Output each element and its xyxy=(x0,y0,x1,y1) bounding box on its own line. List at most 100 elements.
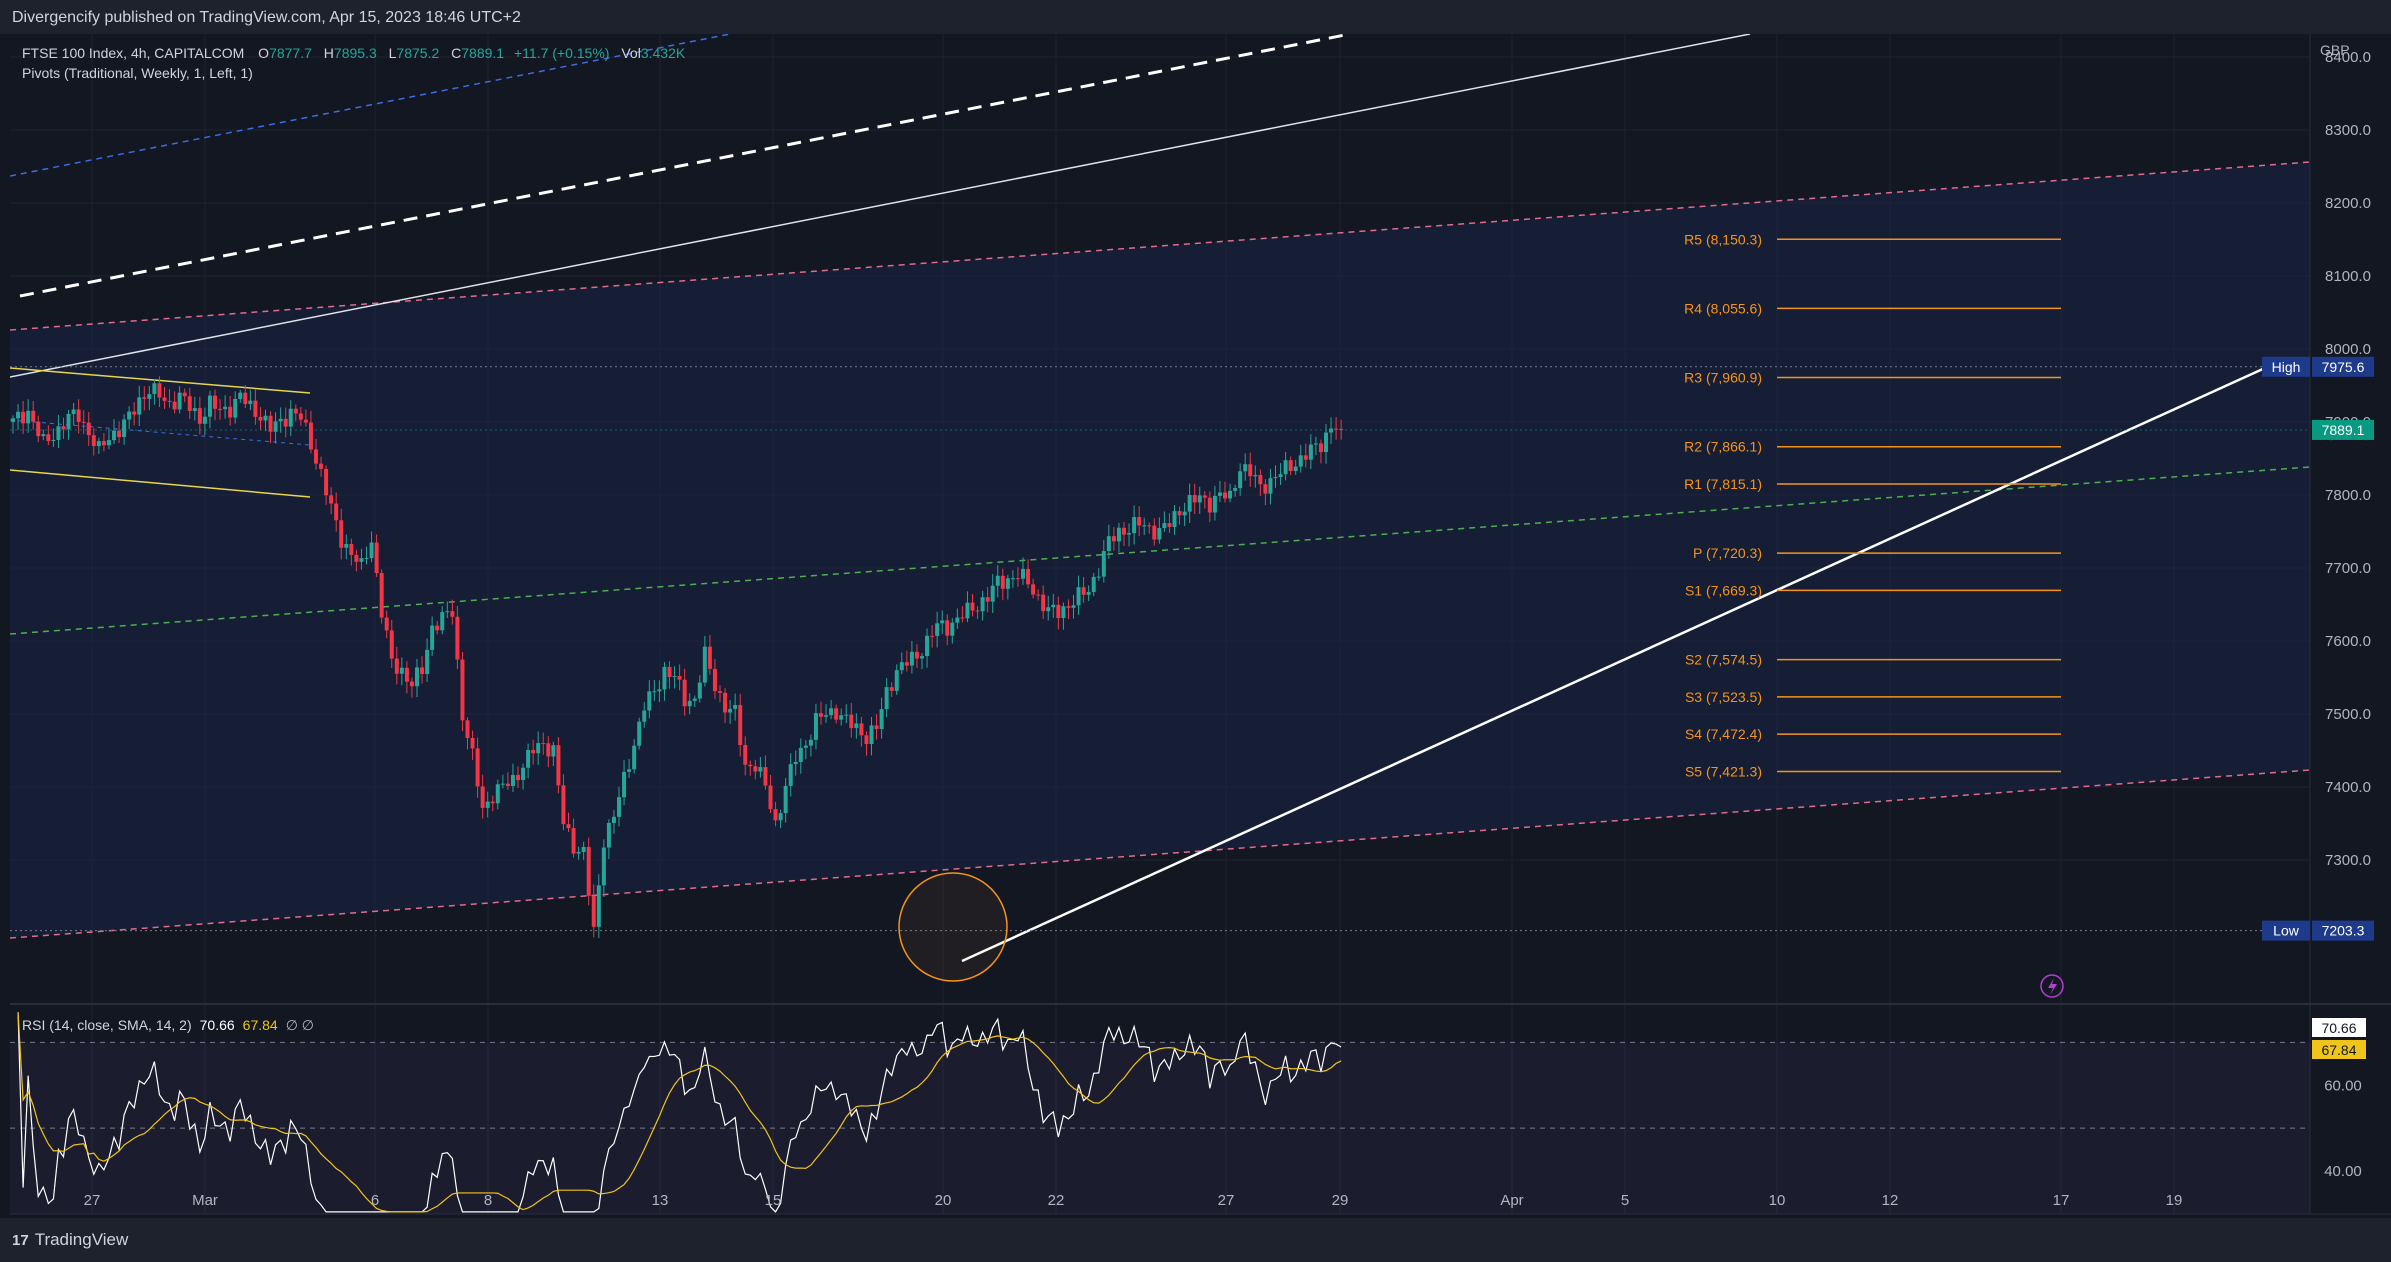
candle-body xyxy=(940,620,945,624)
candle-body xyxy=(1318,443,1323,453)
candle-body xyxy=(152,383,157,395)
candle-body xyxy=(920,656,924,659)
candle-body xyxy=(1142,525,1147,527)
candle-body xyxy=(970,602,975,611)
y-tick-label: 7600.0 xyxy=(2325,633,2371,650)
candle-body xyxy=(581,847,586,852)
open-value: 7877.7 xyxy=(269,45,312,61)
candle-body xyxy=(526,749,531,768)
tradingview-logo[interactable]: 17 TradingView xyxy=(12,1230,128,1250)
candle-body xyxy=(702,646,707,683)
candle-body xyxy=(1051,604,1056,608)
y-tick-label: 7500.0 xyxy=(2325,706,2371,723)
pivot-label: P (7,720.3) xyxy=(1693,545,1762,561)
candle-body xyxy=(283,418,288,427)
candle-body xyxy=(1324,432,1328,453)
rsi-legend: RSI (14, close, SMA, 14, 2) 70.66 67.84 ∅ ∅ xyxy=(22,1017,314,1033)
candle-body xyxy=(935,623,940,636)
x-tick-label: 29 xyxy=(1332,1192,1349,1209)
candle-body xyxy=(844,714,849,716)
pivot-label: S5 (7,421.3) xyxy=(1685,763,1762,779)
symbol-name: FTSE 100 Index, 4h, CAPITALCOM xyxy=(22,45,244,61)
rsi-value: 70.66 xyxy=(200,1017,235,1033)
candle-body xyxy=(1091,576,1096,593)
candle-body xyxy=(394,658,399,674)
candle-body xyxy=(864,735,869,744)
rsi-extra: ∅ ∅ xyxy=(286,1017,314,1033)
x-tick-label: Mar xyxy=(192,1192,218,1209)
high-tag-value: 7975.6 xyxy=(2322,359,2365,375)
candle-body xyxy=(450,611,455,617)
candle-body xyxy=(505,783,510,787)
candle-body xyxy=(228,406,233,418)
candle-body xyxy=(298,413,303,420)
candle-body xyxy=(278,418,283,422)
rsi-ma-tag: 67.84 xyxy=(2321,1042,2356,1058)
candle-body xyxy=(1010,578,1015,580)
x-tick-label: 27 xyxy=(1218,1192,1235,1209)
candle-body xyxy=(11,418,15,422)
high-value: 7895.3 xyxy=(334,45,377,61)
candle-body xyxy=(889,687,894,691)
last-price-tag-value: 7889.1 xyxy=(2322,422,2365,438)
pivot-label: S1 (7,669.3) xyxy=(1685,582,1762,598)
candle-body xyxy=(611,816,616,823)
candle-body xyxy=(1238,471,1243,489)
candle-body xyxy=(586,847,591,896)
candle-body xyxy=(1268,478,1273,494)
y-tick-label: 7400.0 xyxy=(2325,779,2371,796)
publish-bar: Divergencify published on TradingView.co… xyxy=(0,0,2391,34)
candle-body xyxy=(960,617,965,619)
candle-body xyxy=(1026,568,1031,585)
candle-body xyxy=(1066,606,1071,608)
candle-body xyxy=(879,709,884,729)
candle-body xyxy=(51,439,56,441)
candle-body xyxy=(773,809,778,821)
y-tick-label: 8400.0 xyxy=(2325,49,2371,66)
low-tag-label: Low xyxy=(2273,923,2300,939)
candle-body xyxy=(723,692,728,713)
candle-body xyxy=(803,745,808,748)
candle-body xyxy=(1334,428,1339,430)
pivot-label: R1 (7,815.1) xyxy=(1684,476,1762,492)
flag-mid-line xyxy=(10,419,311,446)
candle-body xyxy=(1061,606,1066,619)
candle-body xyxy=(884,687,889,710)
candle-body xyxy=(101,441,106,446)
candle-body xyxy=(470,737,475,749)
candle-body xyxy=(556,745,561,786)
candle-body xyxy=(647,691,652,711)
pivot-label: S4 (7,472.4) xyxy=(1685,726,1762,742)
price-tags: High 7975.6 Low 7203.3 7889.1 70.66 67.84 xyxy=(2262,356,2374,1059)
candle-body xyxy=(692,698,697,701)
candle-body xyxy=(1122,527,1126,535)
candle-body xyxy=(1263,484,1268,494)
low-highlight-circle xyxy=(898,872,1008,982)
candle-body xyxy=(344,543,349,548)
candle-body xyxy=(31,410,36,422)
candle-body xyxy=(1182,511,1187,516)
candle-body xyxy=(591,895,596,927)
candle-body xyxy=(1086,592,1091,595)
candle-body xyxy=(925,635,930,657)
candle-body xyxy=(127,411,132,420)
candle-body xyxy=(475,748,480,787)
x-tick-label: Apr xyxy=(1500,1192,1523,1209)
candle-body xyxy=(490,801,495,804)
candle-body xyxy=(834,708,839,720)
candle-body xyxy=(379,573,384,618)
candle-body xyxy=(657,689,662,692)
close-label: C xyxy=(451,45,461,61)
candle-body xyxy=(162,397,167,401)
candle-body xyxy=(389,630,394,659)
candle-body xyxy=(66,413,71,430)
rsi-label: RSI (14, close, SMA, 14, 2) xyxy=(22,1017,192,1033)
candle-body xyxy=(192,408,197,411)
pivots-indicator-label[interactable]: Pivots (Traditional, Weekly, 1, Left, 1) xyxy=(22,65,253,81)
candle-body xyxy=(1116,527,1121,542)
candle-body xyxy=(768,785,773,810)
low-value: 7875.2 xyxy=(396,45,439,61)
candle-body xyxy=(1081,587,1086,595)
candle-body xyxy=(738,705,743,746)
